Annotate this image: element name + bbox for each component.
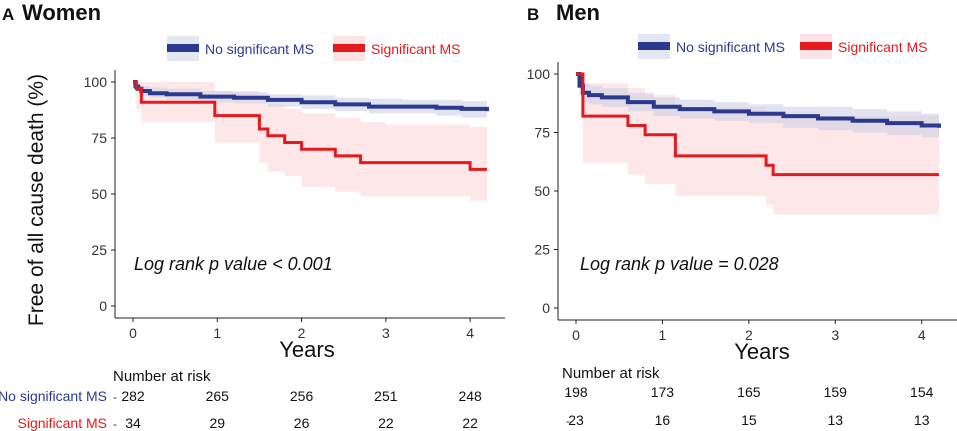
panel-a-letter: A	[2, 5, 14, 24]
risk-cell: 26	[294, 415, 310, 431]
panel-a-x-axis-label: Years	[279, 337, 334, 362]
risk-cell: 159	[824, 384, 848, 400]
y-tick-label: 100	[84, 74, 108, 90]
confidence-band-significant-ms	[133, 82, 487, 201]
x-tick-label: 1	[659, 327, 667, 343]
legend-swatch-significant-ms	[800, 42, 832, 50]
risk-table-title: Number at risk	[562, 365, 660, 382]
panel-a-legend: No significant MS Significant MS	[167, 36, 460, 61]
risk-cell: 16	[655, 412, 671, 428]
x-tick-label: 0	[572, 327, 580, 343]
risk-cell: 29	[209, 415, 225, 431]
survival-curve-no-significant-ms	[576, 72, 941, 128]
risk-cell: 256	[290, 388, 314, 404]
risk-row-dash: -	[566, 414, 570, 428]
x-tick-label: 2	[745, 327, 753, 343]
legend-label-significant-ms: Significant MS	[838, 39, 927, 55]
panel-a-plot: 0 25 50 75 100 0 1 2 3 4	[84, 70, 505, 341]
risk-row-dash: -	[113, 417, 117, 431]
confidence-band-no-significant-ms	[576, 74, 939, 140]
x-tick-label: 4	[918, 327, 926, 343]
legend-swatch-significant-ms	[333, 44, 365, 52]
risk-cell: 23	[568, 412, 584, 428]
risk-cell: 198	[564, 384, 588, 400]
y-tick-label: 0	[542, 300, 550, 316]
risk-cell: 173	[651, 384, 675, 400]
risk-row-dash: -	[566, 386, 570, 400]
panel-b-x-axis-label: Years	[734, 339, 789, 364]
y-tick-label: 100	[527, 66, 551, 82]
panel-a-risk-table: Number at risk No significant MS -282 265 25…	[0, 368, 482, 431]
risk-cell: 13	[914, 412, 930, 428]
x-tick-label: 0	[129, 325, 137, 341]
panel-a: A Women No significant MS Significant MS…	[0, 0, 505, 431]
risk-row-label: Significant MS	[18, 415, 107, 431]
legend-swatch-no-significant-ms	[638, 42, 670, 50]
panel-a-y-axis-label: Free of all cause death (%)	[25, 74, 48, 326]
x-tick-label: 3	[831, 327, 839, 343]
y-tick-label: 25	[534, 242, 550, 258]
legend-label-no-significant-ms: No significant MS	[676, 39, 785, 55]
panel-b-annotation: Log rank p value = 0.028	[580, 254, 779, 274]
panel-b-letter: B	[527, 5, 539, 24]
panel-b-plot: 0 25 50 75 100 0 1 2 3 4	[527, 62, 957, 343]
survival-curve-significant-ms	[576, 72, 939, 177]
panel-a-title: Women	[22, 0, 101, 25]
risk-cell: 13	[827, 412, 843, 428]
y-tick-label: 0	[99, 298, 107, 314]
risk-row-dash: -	[113, 390, 117, 404]
panel-a-annotation: Log rank p value < 0.001	[134, 254, 333, 274]
risk-cell: 22	[378, 415, 394, 431]
x-tick-label: 3	[382, 325, 390, 341]
risk-table-title: Number at risk	[113, 368, 211, 385]
legend-label-no-significant-ms: No significant MS	[205, 41, 314, 57]
panel-b-risk-table: Number at risk-198 173 165 159 154-23 16 15 13 1…	[562, 365, 934, 428]
x-tick-label: 2	[298, 325, 306, 341]
risk-cell: 34	[125, 415, 141, 431]
risk-cell: 251	[374, 388, 398, 404]
risk-cell: 165	[737, 384, 761, 400]
y-tick-label: 50	[91, 186, 107, 202]
risk-cell: 15	[741, 412, 757, 428]
risk-cell: 265	[206, 388, 230, 404]
panel-b: B Men No significant MS Significant MS 0…	[527, 0, 957, 428]
y-tick-label: 75	[91, 130, 107, 146]
y-tick-label: 50	[534, 183, 550, 199]
survival-curve-significant-ms	[133, 80, 487, 171]
risk-cell: 22	[462, 415, 478, 431]
y-tick-label: 25	[91, 242, 107, 258]
risk-cell: 154	[910, 384, 934, 400]
panel-b-title: Men	[556, 0, 600, 25]
x-tick-label: 4	[466, 325, 474, 341]
legend-label-significant-ms: Significant MS	[371, 41, 460, 57]
y-tick-label: 75	[534, 125, 550, 141]
x-tick-label: 1	[213, 325, 221, 341]
risk-row-label: No significant MS	[0, 388, 107, 404]
risk-cell: 282	[121, 388, 145, 404]
risk-cell: 248	[458, 388, 482, 404]
panel-b-legend: No significant MS Significant MS	[638, 34, 927, 59]
legend-swatch-no-significant-ms	[167, 44, 199, 52]
